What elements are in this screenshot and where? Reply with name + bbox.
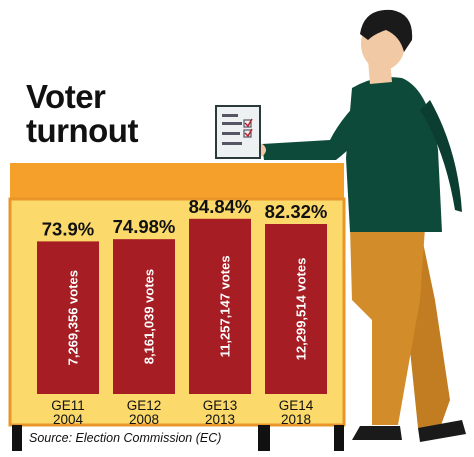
category-label: GE14	[279, 398, 314, 413]
title-line-1: Voter	[26, 78, 106, 115]
voter-back-arm	[420, 100, 462, 212]
category-label: GE13	[203, 398, 238, 413]
voter-shoe-right	[418, 420, 466, 442]
votes-label: 7,269,356 votes	[65, 270, 80, 365]
board-leg-mid	[258, 425, 270, 451]
source-note: Source: Election Commission (EC)	[29, 431, 222, 445]
category-year-label: 2013	[205, 412, 235, 427]
board-leg-right	[334, 425, 344, 451]
category-label: GE11	[51, 398, 85, 413]
title-line-2: turnout	[26, 112, 138, 149]
board-top-band	[10, 163, 344, 199]
value-label: 73.9%	[42, 218, 94, 239]
bar-ge13	[189, 218, 251, 394]
voter-front-arm	[262, 100, 370, 160]
votes-label: 12,299,514 votes	[293, 258, 308, 361]
votes-label: 11,257,147 votes	[217, 255, 232, 357]
votes-label: 8,161,039 votes	[141, 269, 156, 364]
value-label: 74.98%	[113, 216, 176, 237]
voter-shirt	[346, 77, 442, 232]
value-label: 82.32%	[265, 201, 328, 222]
bar-ge14	[265, 224, 327, 394]
ballot-paper-icon	[215, 105, 261, 159]
bar-ge11	[37, 241, 99, 394]
voter-illustration	[215, 9, 466, 442]
category-label: GE12	[127, 398, 162, 413]
category-year-label: 2018	[281, 412, 311, 427]
board-leg-left	[12, 425, 22, 451]
category-year-label: 2008	[129, 412, 159, 427]
chart-title: Voter turnout	[26, 80, 138, 148]
voter-back-leg	[350, 228, 450, 428]
voter-shoe-left	[352, 426, 402, 440]
category-year-label: 2004	[53, 412, 84, 427]
bar-ge12	[113, 239, 175, 394]
voter-hair	[360, 9, 413, 52]
value-label: 84.84%	[189, 196, 252, 217]
voter-trousers	[350, 228, 425, 425]
